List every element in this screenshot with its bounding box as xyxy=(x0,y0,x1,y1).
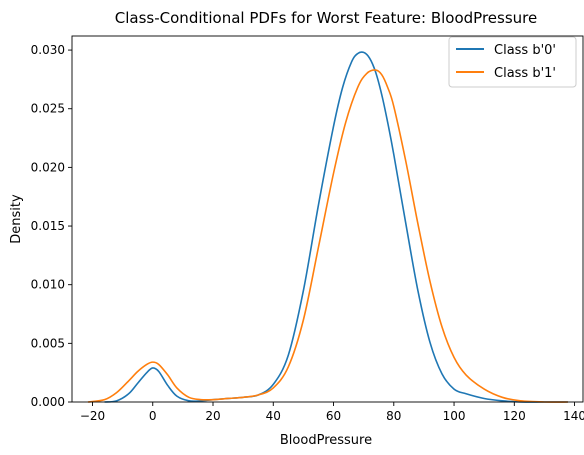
y-tick-label: 0.020 xyxy=(31,160,65,174)
y-tick-label: 0.025 xyxy=(31,102,65,116)
x-tick-label: 140 xyxy=(563,409,584,423)
legend-label-class-0: Class b'0' xyxy=(494,43,556,58)
series-line-class-0 xyxy=(104,51,568,403)
x-tick-label: 20 xyxy=(205,409,220,423)
y-tick-label: 0.005 xyxy=(31,336,65,350)
y-tick-label: 0.015 xyxy=(31,219,65,233)
x-axis-label: BloodPressure xyxy=(280,433,372,448)
x-tick-label: 60 xyxy=(326,409,341,423)
x-tick-label: 80 xyxy=(386,409,401,423)
y-tick-label: 0.000 xyxy=(31,395,65,409)
series-layer xyxy=(87,51,568,403)
x-tick-label: 100 xyxy=(443,409,466,423)
x-tick-label: −20 xyxy=(80,409,105,423)
x-tick-label: 0 xyxy=(149,409,157,423)
legend: Class b'0' Class b'1' xyxy=(448,36,577,88)
x-tick-label: 120 xyxy=(503,409,526,423)
y-axis-label: Density xyxy=(9,194,24,244)
axes-layer: −20 0 20 40 60 80 100 120 140 0.000 0.005 0.010 0.01… xyxy=(31,35,584,423)
axes-frame xyxy=(71,35,584,403)
series-line-class-1 xyxy=(87,69,568,403)
y-tick-label: 0.030 xyxy=(31,43,65,57)
y-tick-label: 0.010 xyxy=(31,278,65,292)
legend-label-class-1: Class b'1' xyxy=(494,66,556,81)
plot-area xyxy=(72,36,583,402)
x-tick-label: 40 xyxy=(266,409,281,423)
chart-title: Class-Conditional PDFs for Worst Feature… xyxy=(115,9,537,27)
